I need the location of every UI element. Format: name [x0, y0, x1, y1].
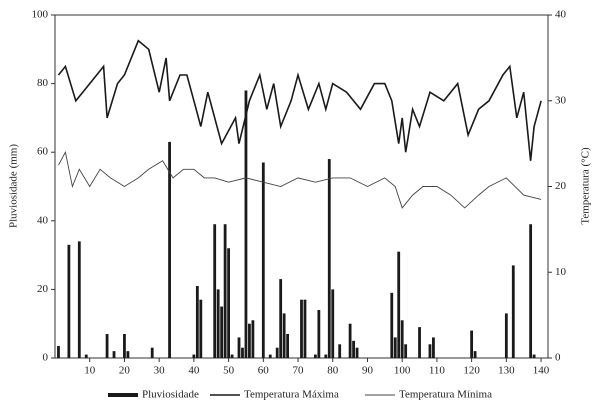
bar	[393, 337, 397, 358]
x-tick-label: 50	[223, 365, 235, 377]
x-tick-label: 70	[293, 365, 305, 377]
x-tick-label: 10	[84, 365, 96, 377]
x-tick-label: 80	[327, 365, 339, 377]
bar	[77, 241, 81, 358]
x-tick-label: 90	[362, 365, 374, 377]
bar	[355, 347, 359, 358]
bar	[57, 345, 60, 358]
bar	[470, 330, 474, 358]
bar	[216, 289, 220, 358]
bar	[223, 224, 227, 358]
bar	[432, 337, 435, 358]
bar	[126, 351, 130, 358]
y2-tick-label: 30	[555, 94, 567, 106]
y-tick-label: 0	[43, 352, 49, 364]
bar	[428, 344, 432, 358]
bar	[327, 159, 331, 358]
bar	[275, 347, 279, 358]
x-tick-label: 140	[533, 365, 550, 377]
bar	[331, 289, 335, 358]
line	[57, 39, 542, 161]
bar	[268, 354, 272, 358]
x-tick-label: 60	[258, 365, 270, 377]
bar	[213, 224, 217, 358]
bar	[248, 323, 251, 358]
y-axis-label: Pluviosidade (mm)	[8, 144, 20, 228]
y2-tick-label: 40	[555, 9, 567, 21]
bar	[504, 313, 508, 358]
bar	[404, 344, 408, 358]
bar	[261, 162, 265, 358]
bar	[348, 323, 352, 358]
bar	[244, 90, 248, 359]
x-tick-label: 30	[154, 365, 166, 377]
bar	[313, 354, 317, 358]
bar	[529, 224, 533, 358]
bar	[112, 351, 116, 358]
bar	[282, 313, 286, 358]
y2-tick-label: 0	[555, 352, 561, 364]
bar	[352, 340, 355, 358]
bar	[338, 344, 342, 358]
bar	[286, 333, 290, 358]
bar	[168, 141, 171, 358]
bar	[230, 354, 234, 358]
bar	[473, 351, 477, 358]
bar	[237, 337, 241, 358]
bar	[251, 320, 255, 358]
x-tick-label: 110	[429, 365, 446, 377]
bar	[123, 333, 126, 358]
legend-label: Pluviosidade	[142, 389, 199, 401]
bar	[397, 251, 401, 358]
legend-label: Temperatura Mínima	[399, 389, 492, 401]
bar	[199, 299, 203, 358]
bar	[241, 347, 244, 358]
bar	[192, 354, 196, 358]
y-tick-label: 100	[32, 9, 49, 21]
bar	[418, 327, 421, 358]
bar	[150, 347, 154, 358]
x-tick-label: 130	[498, 365, 515, 377]
bar	[105, 333, 109, 358]
bar	[390, 292, 394, 358]
y2-tick-label: 20	[555, 180, 567, 192]
bar	[300, 299, 303, 358]
y-tick-label: 60	[37, 146, 49, 158]
bar	[511, 265, 515, 358]
x-tick-label: 100	[394, 365, 411, 377]
x-tick-label: 20	[119, 365, 131, 377]
bar	[400, 320, 404, 358]
y2-axis-label: Temperatura (°C)	[580, 147, 592, 225]
y-tick-label: 80	[37, 77, 49, 89]
bar	[84, 354, 88, 358]
line	[58, 150, 542, 209]
bar	[67, 244, 71, 358]
bar	[227, 248, 230, 358]
bar	[195, 285, 199, 358]
bar	[324, 354, 328, 358]
bar	[220, 306, 224, 358]
legend-swatch	[108, 393, 138, 397]
y2-tick-label: 10	[555, 266, 567, 278]
x-tick-label: 40	[188, 365, 200, 377]
bar	[317, 309, 321, 358]
legend-label: Temperatura Máxima	[244, 389, 339, 401]
bar	[532, 354, 536, 358]
y-tick-label: 20	[37, 283, 49, 295]
x-tick-label: 120	[463, 365, 480, 377]
bar	[279, 279, 283, 358]
bar	[303, 299, 307, 358]
y-tick-label: 40	[37, 214, 49, 226]
